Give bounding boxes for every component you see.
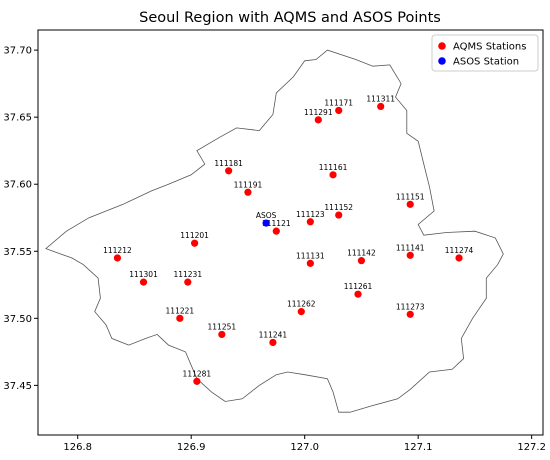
point-label: 111121 [262,219,291,228]
point-label: 111311 [366,94,395,103]
x-axis: 126.8 126.9 127.0 127.1 127.2 [63,435,546,453]
x-tick-label: 127.0 [290,442,319,453]
chart-title: Seoul Region with AQMS and ASOS Points [139,10,441,26]
x-tick-label: 127.1 [404,442,433,453]
point-label: 111301 [129,270,158,279]
legend-marker [438,57,446,65]
aqms-station-point [225,167,233,175]
point-label: 111262 [287,300,316,309]
y-axis: 37.45 37.50 37.55 37.60 37.65 37.70 [3,46,38,392]
point-label: 111191 [234,180,263,189]
asos-station-point [262,219,270,227]
aqms-station-point [335,211,343,219]
x-tick-label: 126.9 [177,442,206,453]
point-label: 111212 [103,246,132,255]
point-label: 111251 [208,322,237,331]
seoul-boundary-outline [45,49,504,413]
point-label: 111201 [180,231,209,240]
aqms-station-point [406,251,414,259]
y-tick-label: 37.55 [3,247,32,258]
y-tick-label: 37.60 [3,180,32,191]
y-tick-label: 37.70 [3,46,32,57]
plot-frame [37,29,544,436]
legend-box [431,34,539,72]
aqms-station-point [357,257,366,265]
point-label: 111161 [319,163,348,172]
point-label: 111281 [183,369,212,378]
point-label: 111151 [396,192,425,201]
aqms-station-point [306,259,314,267]
x-tick-label: 126.8 [63,442,92,453]
aqms-station-point [335,106,343,115]
point-label: 111261 [344,282,373,291]
aqms-station-point [329,171,337,179]
aqms-station-point [176,314,184,322]
y-tick-label: 37.65 [3,113,32,124]
legend: AQMS Stations ASOS Station [431,34,539,72]
point-label: ASOS [256,211,277,220]
y-tick-label: 37.45 [3,381,32,392]
point-label: 111142 [347,249,376,258]
aqms-station-point [406,310,414,318]
legend-label: AQMS Stations [453,42,526,53]
aqms-station-point [354,290,362,298]
y-tick-label: 37.50 [3,314,32,325]
point-label: 111274 [445,246,474,255]
point-label: 111221 [166,306,195,315]
legend-marker [438,42,446,50]
point-label: 111141 [396,243,425,252]
legend-label: ASOS Station [453,57,519,68]
aqms-station-point [244,188,252,196]
aqms-station-point [306,218,314,226]
point-label: 111181 [214,159,243,168]
point-label: 111273 [396,302,425,311]
point-label: 111123 [296,210,325,219]
aqms-station-point [269,338,277,347]
aqms-station-point [455,254,463,262]
aqms-station-point [297,308,305,316]
aqms-station-point [191,239,199,247]
point-label: 111171 [324,98,353,107]
aqms-station-point [193,377,201,385]
aqms-station-point [113,254,122,262]
point-label: 111231 [173,270,202,279]
aqms-station-point [272,227,280,235]
point-label: 111291 [304,108,333,117]
point-label: 111152 [324,203,353,212]
aqms-station-point [406,200,414,208]
aqms-station-point [377,102,385,111]
aqms-station-point [314,116,322,124]
point-label: 111131 [296,251,325,260]
aqms-station-point [139,278,148,286]
point-label: 111241 [259,330,288,339]
aqms-station-point [218,330,226,339]
aqms-station-point [184,278,192,286]
x-tick-label: 127.2 [517,442,546,453]
